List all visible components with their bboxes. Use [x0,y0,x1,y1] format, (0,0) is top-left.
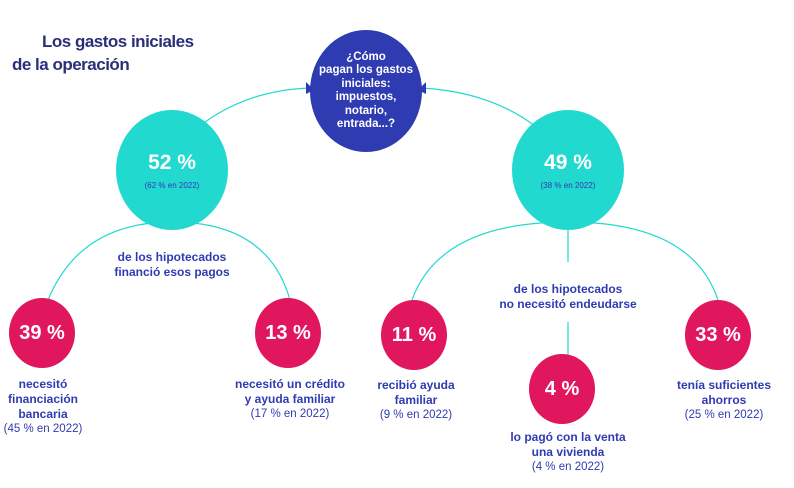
label-line: familiar [394,393,438,407]
leaf-label-home-sale: lo pagó con la venta una vivienda (4 % e… [510,430,625,475]
label-line: ahorros [701,393,747,407]
label-line: bancaria [18,407,68,421]
caption-line: no necesitó endeudarse [499,297,637,311]
branch-caption-no-debt: de los hipotecados no necesitó endeudars… [499,282,636,312]
label-previous: (45 % en 2022) [3,423,83,435]
caption-line: de los hipotecados [513,282,623,296]
question-line: impuestos, [335,91,397,103]
title-line-2: de la operación [12,55,130,74]
leaf-credit-family: 13 % [255,298,321,368]
question-line: entrada...? [336,118,396,130]
label-line: tenía suficientes [676,378,772,392]
label-line: recibió ayuda [377,378,455,392]
label-previous: (4 % en 2022) [531,461,605,473]
branch-caption-financed: de los hipotecados financió esos pagos [114,250,229,280]
question-line: iniciales: [341,77,391,90]
branch-value: 52 % [148,150,196,174]
label-previous: (9 % en 2022) [379,409,453,421]
label-line: necesitó [18,377,68,391]
leaf-value: 13 % [265,321,311,344]
branch-previous: (38 % en 2022) [540,180,596,190]
branch-financed: 52 % (62 % en 2022) [116,110,228,230]
leaf-label-family-help: recibió ayuda familiar (9 % en 2022) [377,378,454,423]
connector-top [204,87,536,127]
question-bubble: ¿Cómo pagan los gastos iniciales: impues… [310,30,422,152]
caption-line: financió esos pagos [114,265,230,279]
label-line: necesitó un crédito [234,377,346,391]
label-line: lo pagó con la venta [510,430,626,444]
label-line: y ayuda familiar [244,392,336,406]
title-line-1: Los gastos iniciales [42,32,194,51]
branch-previous: (62 % en 2022) [144,180,200,190]
leaf-label-savings: tenía suficientes ahorros (25 % en 2022) [677,378,771,423]
question-line: ¿Cómo [346,50,386,63]
leaf-value: 11 % [391,323,437,346]
leaf-savings: 33 % [685,300,751,370]
leaf-home-sale: 4 % [529,354,595,424]
leaf-bank-financing: 39 % [9,298,75,368]
label-line: una vivienda [531,445,605,459]
question-line: notario, [344,104,388,117]
question-line: pagan los gastos [319,64,413,76]
leaf-label-bank-financing: necesitó financiación bancaria (45 % en … [4,377,83,437]
leaf-value: 4 % [544,377,580,400]
branch-value: 49 % [544,150,592,174]
label-line: financiación [7,392,79,406]
leaf-family-help: 11 % [381,300,447,370]
leaf-label-credit-family: necesitó un crédito y ayuda familiar (17… [235,377,345,422]
caption-line: de los hipotecados [117,250,227,264]
leaf-value: 39 % [19,321,65,344]
label-previous: (25 % en 2022) [684,409,764,421]
label-previous: (17 % en 2022) [250,408,330,420]
leaf-value: 33 % [695,323,741,346]
branch-no-debt: 49 % (38 % en 2022) [512,110,624,230]
